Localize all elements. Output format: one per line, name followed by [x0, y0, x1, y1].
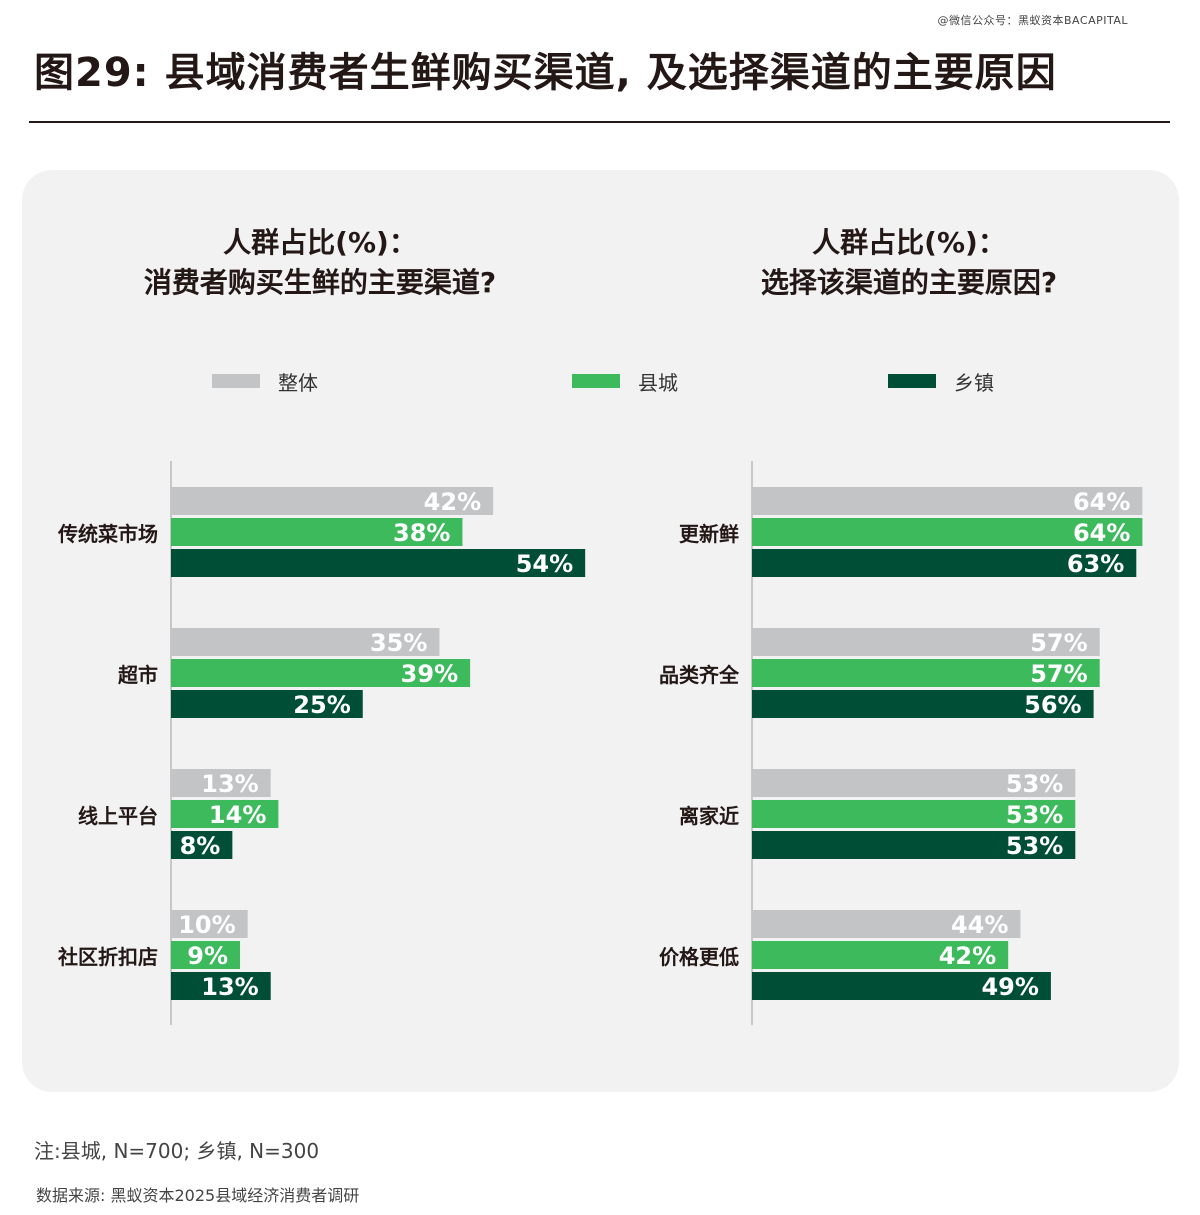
- right-chart-data-label: 49%: [981, 973, 1038, 1001]
- left-chart-bar: [171, 941, 241, 969]
- left-chart-bar: [171, 549, 586, 577]
- right-chart-title-line2: 选择该渠道的主要原因?: [760, 266, 1058, 299]
- legend-swatch-county: [572, 374, 620, 388]
- left-chart-data-label: 14%: [209, 801, 266, 829]
- left-chart-data-label: 9%: [187, 942, 228, 970]
- right-chart-title-line1: 人群占比(%)：: [812, 226, 1006, 259]
- right-chart-category-label: 品类齐全: [659, 663, 740, 687]
- right-chart-data-label: 57%: [1030, 629, 1087, 657]
- legend: 整体 县城 乡镇: [0, 366, 1200, 396]
- right-chart-bar: [752, 769, 1076, 797]
- right-chart-bar: [752, 487, 1143, 515]
- watermark: @微信公众号：黑蚁资本BACAPITAL: [937, 14, 1128, 27]
- left-chart-bar: [171, 690, 363, 718]
- left-chart-category-label: 线上平台: [78, 804, 158, 828]
- right-chart-data-label: 53%: [1006, 832, 1063, 860]
- title-divider: [29, 121, 1170, 123]
- left-chart-title-line2: 消费者购买生鲜的主要渠道?: [143, 266, 497, 299]
- left-chart-bar: [171, 487, 494, 515]
- footnote: 注:县城, N=700; 乡镇, N=300: [34, 1139, 320, 1163]
- right-chart-bar: [752, 972, 1051, 1000]
- left-chart-bar: [171, 518, 463, 546]
- left-chart-data-label: 42%: [424, 488, 481, 516]
- left-chart-category-label: 社区折扣店: [57, 945, 158, 969]
- legend-item-township: 乡镇: [888, 366, 994, 396]
- left-chart-data-label: 25%: [293, 691, 350, 719]
- legend-swatch-overall: [212, 374, 260, 388]
- right-chart-bar: [752, 941, 1009, 969]
- right-chart-category-label: 更新鲜: [679, 522, 739, 546]
- right-chart-data-label: 53%: [1006, 770, 1063, 798]
- left-chart-data-label: 8%: [180, 832, 221, 860]
- left-chart-data-label: 10%: [178, 911, 235, 939]
- left-chart-category-label: 传统菜市场: [57, 522, 158, 546]
- left-chart-data-label: 13%: [201, 973, 258, 1001]
- left-chart-data-label: 13%: [201, 770, 258, 798]
- right-chart-heading: 人群占比(%)： 选择该渠道的主要原因?: [629, 223, 1189, 303]
- right-chart-bar: [752, 910, 1021, 938]
- data-source: 数据来源: 黑蚁资本2025县域经济消费者调研: [36, 1186, 360, 1205]
- left-chart-bar: [171, 910, 248, 938]
- page-title: 图29: 县域消费者生鲜购买渠道, 及选择渠道的主要原因: [34, 50, 1057, 96]
- left-chart-bar: [171, 972, 271, 1000]
- right-chart-bar: [752, 628, 1100, 656]
- legend-label-overall: 整体: [278, 370, 318, 395]
- left-chart-title-line1: 人群占比(%)：: [223, 226, 417, 259]
- legend-label-township: 乡镇: [954, 370, 994, 395]
- legend-item-overall: 整体: [212, 366, 318, 396]
- left-chart-data-label: 35%: [370, 629, 427, 657]
- right-chart-data-label: 64%: [1073, 488, 1130, 516]
- left-chart-heading: 人群占比(%)： 消费者购买生鲜的主要渠道?: [40, 223, 600, 303]
- right-chart-bar: [752, 831, 1076, 859]
- left-chart-category-label: 超市: [117, 663, 158, 687]
- right-chart-category-label: 价格更低: [659, 945, 739, 969]
- right-chart-bar: [752, 549, 1137, 577]
- right-chart-data-label: 57%: [1030, 660, 1087, 688]
- right-chart-bar: [752, 659, 1100, 687]
- left-chart-data-label: 38%: [393, 519, 450, 547]
- right-chart-data-label: 44%: [951, 911, 1008, 939]
- right-chart-data-label: 53%: [1006, 801, 1063, 829]
- left-chart-bar: [171, 628, 440, 656]
- legend-item-county: 县城: [572, 366, 678, 396]
- right-chart-data-label: 42%: [939, 942, 996, 970]
- right-chart-bar: [752, 800, 1076, 828]
- right-chart-data-label: 56%: [1024, 691, 1081, 719]
- right-chart-category-label: 离家近: [679, 804, 739, 828]
- right-chart-bar: [752, 518, 1143, 546]
- right-chart-bar: [752, 690, 1094, 718]
- left-chart-data-label: 54%: [516, 550, 573, 578]
- left-chart-bar: [171, 769, 271, 797]
- left-chart-bar: [171, 659, 471, 687]
- left-chart-data-label: 39%: [401, 660, 458, 688]
- left-chart-bar: [171, 800, 279, 828]
- right-chart-data-label: 64%: [1073, 519, 1130, 547]
- left-chart-bar: [171, 831, 233, 859]
- legend-swatch-township: [888, 374, 936, 388]
- right-chart-data-label: 63%: [1067, 550, 1124, 578]
- legend-label-county: 县城: [638, 370, 678, 395]
